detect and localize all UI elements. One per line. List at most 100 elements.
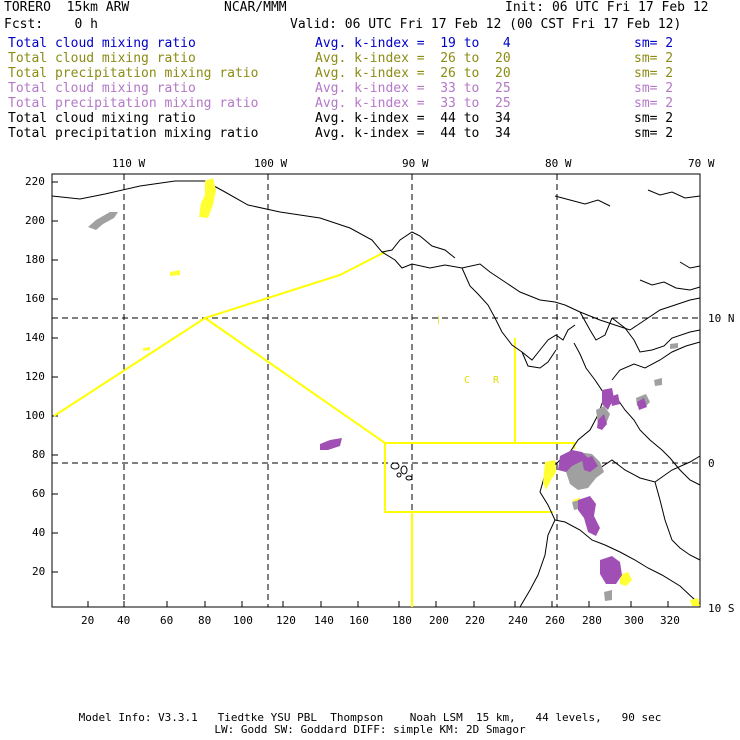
x-tick-label: 180 [392,614,412,627]
galapagos-islands [390,462,413,481]
y-tick-label: 180 [25,253,45,266]
forecast-hour: Fcst: 0 h [4,17,98,32]
lon-label: 80 W [545,157,572,170]
cloud-grey-cell [88,212,118,230]
y-tick-label: 200 [25,214,45,227]
x-tick-label: 40 [117,614,130,627]
center-label: NCAR/MMM [224,0,287,15]
y-tick-label: 20 [32,565,45,578]
precip-magenta-cell [637,398,647,410]
legend-smoothing: sm= 2 [634,126,674,141]
legend-field: Total cloud mixing ratio [8,36,196,51]
x-tick-label: 60 [160,614,173,627]
precip-magenta-cell [597,414,607,430]
cloud-grey-cell [654,378,662,386]
precip-features [88,178,700,606]
lon-label: 110 W [112,157,145,170]
lon-label: 70 W [688,157,715,170]
precip-magenta-cell [558,450,588,472]
x-tick-label: 160 [349,614,369,627]
y-tick-label: 120 [25,370,45,383]
legend-field: Total cloud mixing ratio [8,111,196,126]
y-tick-label: 100 [25,409,45,422]
x-tick-label: 240 [508,614,528,627]
legend-smoothing: sm= 2 [634,111,674,126]
lat-label: 0 [708,457,715,470]
legend-field: Total cloud mixing ratio [8,51,196,66]
legend-field: Total precipitation mixing ratio [8,96,259,111]
y-axis-labels: 220 200 180 160 140 120 100 80 60 40 20 [25,175,45,578]
valid-time: Valid: 06 UTC Fri 17 Feb 12 (00 CST Fri … [290,17,682,32]
x-tick-label: 300 [624,614,644,627]
x-tick-label: 20 [81,614,94,627]
plot-frame [51,173,701,608]
cloud-grey-cell [604,590,612,601]
legend-row: Total cloud mixing ratio Avg. k-index = … [0,111,740,126]
x-tick-label: 280 [582,614,602,627]
model-title: TORERO 15km ARW [4,0,130,15]
lon-label: 90 W [402,157,429,170]
y-tick-label: 220 [25,175,45,188]
precip-yellow-cell [690,598,700,606]
precip-magenta-cell [602,388,614,410]
x-axis-labels: 20 40 60 80 100 120 140 160 180 200 220 … [81,614,680,627]
maritime-boundaries [53,251,575,607]
y-tick-label: 40 [32,526,45,539]
legend-field: Total precipitation mixing ratio [8,66,259,81]
legend-field: Total cloud mixing ratio [8,81,196,96]
legend-kindex: Avg. k-index = 33 to 25 [315,96,511,111]
legend-kindex: Avg. k-index = 44 to 34 [315,111,511,126]
y-tick-label: 140 [25,331,45,344]
precip-magenta-cell [578,496,600,536]
x-tick-label: 200 [429,614,449,627]
legend-kindex: Avg. k-index = 33 to 25 [315,81,511,96]
model-info-line2: LW: Godd SW: Goddard DIFF: simple KM: 2D… [214,723,526,736]
legend-field: Total precipitation mixing ratio [8,126,259,141]
legend-row: Total cloud mixing ratio Avg. k-index = … [0,51,740,66]
model-info-line1: Model Info: V3.3.1 Tiedtke YSU PBL Thomp… [78,711,662,724]
precip-yellow-cell [170,270,180,276]
legend-kindex: Avg. k-index = 26 to 20 [315,66,511,81]
precip-magenta-cell [610,394,620,406]
x-tick-label: 120 [276,614,296,627]
y-tick-label: 160 [25,292,45,305]
legend-smoothing: sm= 2 [634,96,674,111]
legend-row: Total precipitation mixing ratio Avg. k-… [0,126,740,141]
legend-smoothing: sm= 2 [634,66,674,81]
y-tick-label: 60 [32,487,45,500]
x-tick-label: 220 [465,614,485,627]
legend-row: Total precipitation mixing ratio Avg. k-… [0,96,740,111]
init-time: Init: 06 UTC Fri 17 Feb 12 [505,0,709,15]
frame-ticks [52,181,669,607]
lat-label: 10 S [708,602,735,615]
cloud-grey-cell [670,343,678,349]
country-code: R [493,375,500,386]
precip-magenta-cell [582,456,598,472]
precip-magenta-cell [600,556,622,584]
precip-magenta-cell [320,438,342,450]
legend-kindex: Avg. k-index = 44 to 34 [315,126,511,141]
y-tick-label: 80 [32,448,45,461]
legend-kindex: Avg. k-index = 26 to 20 [315,51,511,66]
precip-yellow-cell [199,178,216,218]
lon-label: 100 W [254,157,287,170]
legend-smoothing: sm= 2 [634,81,674,96]
precip-yellow-cell [543,460,556,490]
country-code: C [464,375,470,386]
legend-smoothing: sm= 2 [634,51,674,66]
legend-smoothing: sm= 2 [634,36,674,51]
legend-row: Total cloud mixing ratio Avg. k-index = … [0,81,740,96]
legend-row: Total cloud mixing ratio Avg. k-index = … [0,36,740,51]
x-tick-label: 260 [545,614,565,627]
map-mark: | [436,315,441,324]
legend-row: Total precipitation mixing ratio Avg. k-… [0,66,740,81]
precip-yellow-cell [143,347,150,351]
x-tick-label: 80 [198,614,211,627]
x-tick-label: 140 [314,614,334,627]
precip-yellow-cell [620,572,632,586]
lat-label: 10 N [708,312,735,325]
legend-kindex: Avg. k-index = 19 to 4 [315,36,511,51]
x-tick-label: 100 [233,614,253,627]
x-tick-label: 320 [660,614,680,627]
